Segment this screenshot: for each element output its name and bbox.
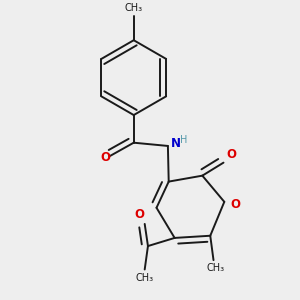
Text: CH₃: CH₃ — [125, 3, 143, 13]
Text: O: O — [100, 152, 110, 164]
Text: H: H — [180, 135, 188, 145]
Text: O: O — [135, 208, 145, 221]
Text: N: N — [170, 137, 181, 151]
Text: O: O — [230, 198, 240, 211]
Text: CH₃: CH₃ — [206, 263, 224, 273]
Text: O: O — [226, 148, 236, 161]
Text: CH₃: CH₃ — [136, 273, 154, 283]
